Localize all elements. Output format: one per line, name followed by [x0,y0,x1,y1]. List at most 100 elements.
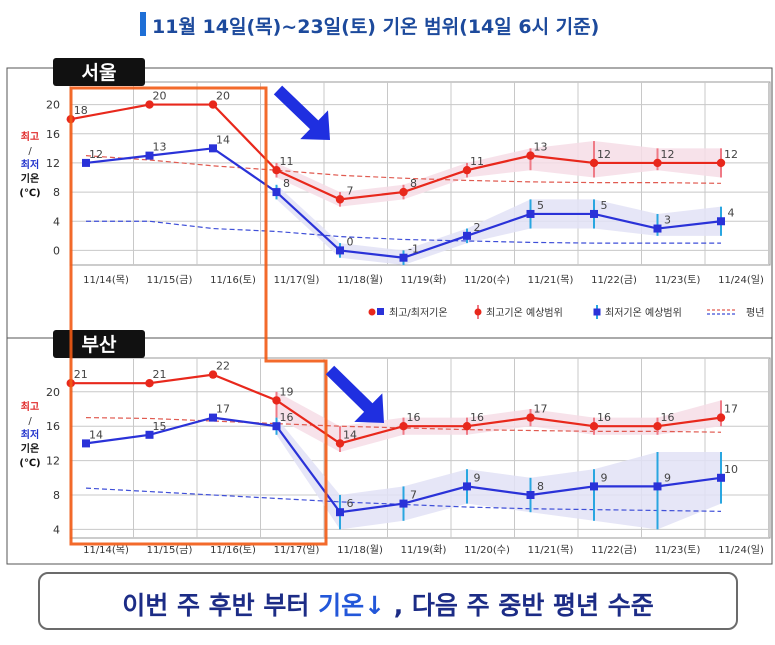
seoul-ytick-label: 4 [53,215,60,228]
busan-ylabel-slash: / [28,416,32,427]
seoul-high-point [145,100,154,109]
seoul-high-data-label: 7 [347,184,354,197]
busan-xtick-label: 11/24(일) [718,544,764,556]
highlight-outline [69,86,328,546]
seoul-xtick-label: 11/17(일) [274,274,320,286]
busan-low-point [272,422,281,431]
seoul-low-data-label: 12 [89,148,103,161]
busan-low-point [145,430,154,439]
seoul-high-data-label: 20 [216,90,230,103]
legend-low-square [377,308,384,315]
busan-xtick-label: 11/18(월) [337,544,383,556]
seoul-ylabel-word: 기온 [21,172,39,185]
caption-part1: 이번 주 후반 부터 [122,591,319,620]
seoul-ytick-label: 8 [53,186,60,199]
busan-low-point [463,482,471,491]
busan-high-point [145,379,154,388]
seoul-normal-low-line [86,220,721,244]
seoul-low-data-label: 3 [664,214,671,227]
busan-ytick-label: 12 [46,455,60,468]
seoul-high-data-label: 18 [74,104,88,117]
seoul-xtick-label: 11/19(화) [401,274,447,286]
seoul-city-badge [53,58,145,86]
busan-high-point [716,413,726,422]
seoul-low-data-label: 5 [537,199,544,212]
seoul-low-point [463,231,471,240]
caption-box: 이번 주 후반 부터 기온↓ , 다음 주 중반 평년 수준 [38,572,738,630]
seoul-xtick-label: 11/15(금) [147,274,193,286]
busan-panel-frame [6,337,773,565]
seoul-high-point [716,158,726,168]
busan-high-point [335,439,345,448]
seoul-ylabel-slash: / [28,146,32,157]
busan-xtick-label: 11/17(일) [274,544,320,556]
busan-high-point [208,370,218,379]
busan-high-data-label: 19 [280,385,294,398]
seoul-low-point [717,217,725,226]
busan-low-data-label: 15 [153,420,167,433]
busan-low-point [399,499,408,508]
busan-high-data-label: 16 [407,411,421,424]
seoul-xtick-label: 11/16(토) [210,275,256,286]
title-accent-bar [140,12,146,36]
busan-high-point [272,396,281,405]
seoul-high-data-label: 13 [534,141,548,154]
legend-highlow-label: 최고/최저기온 [389,307,448,319]
busan-xtick-label: 11/19(화) [401,544,447,556]
chart-title: 11월 14일(목)~23일(토) 기온 범위(14일 6시 기준) [152,16,600,38]
seoul-high-point [462,166,472,175]
busan-high-data-label: 21 [74,368,88,381]
seoul-low-data-label: 13 [153,141,167,154]
busan-xtick-label: 11/14(목) [83,544,129,556]
busan-low-point [590,482,598,491]
busan-low-data-label: 6 [347,497,354,510]
busan-high-data-label: 17 [724,403,738,416]
busan-high-data-label: 22 [216,360,230,373]
busan-low-data-label: 9 [601,471,608,484]
seoul-low-point [590,209,598,218]
busan-low-point [82,439,90,448]
caption-text: 이번 주 후반 부터 기온↓ , 다음 주 중반 평년 수준 [40,586,736,622]
busan-ylabel-word: 기온 [21,442,39,455]
busan-low-point [336,508,344,517]
busan-low-data-label: 8 [537,480,544,493]
seoul-low-data-label: 2 [474,221,481,234]
seoul-ylabel-low: 최저 [21,158,39,171]
caption-accent: 기온↓ [318,591,386,620]
seoul-high-data-label: 12 [661,148,675,161]
seoul-high-data-label: 12 [597,148,611,161]
seoul-low-data-label: 8 [283,177,290,190]
busan-xtick-label: 11/22(금) [591,544,637,556]
seoul-low-point [272,188,281,197]
legend-high-range-label-a: 최고기온 [486,307,523,319]
seoul-low-point [145,151,154,160]
busan-xtick-label: 11/21(목) [528,544,574,556]
seoul-low-point [399,253,408,262]
seoul-high-data-label: 20 [153,90,167,103]
seoul-xtick-label: 11/21(목) [528,274,574,286]
busan-ylabel-high: 최고 [21,400,39,413]
seoul-trend-arrow-icon [273,85,330,140]
busan-low-data-label: 17 [216,403,230,416]
seoul-high-range-band [276,141,721,207]
seoul-high-point [272,166,281,175]
busan-normal-low-line [85,487,722,512]
busan-trend-arrow-icon [325,365,384,423]
busan-low-data-label: 9 [664,471,671,484]
seoul-low-data-label: 5 [601,199,608,212]
busan-high-data-label: 14 [343,428,357,441]
seoul-low-point [653,224,662,233]
busan-low-data-label: 7 [410,489,417,502]
seoul-high-point [399,187,408,197]
seoul-high-point [335,195,345,204]
legend-high-range-label-b: 예상범위 [526,306,563,319]
busan-low-data-label: 16 [280,411,294,424]
busan-ytick-label: 20 [46,386,60,399]
busan-high-point [399,422,408,431]
busan-ylabel-unit: (℃) [19,458,40,469]
seoul-xtick-label: 11/14(목) [83,274,129,286]
busan-high-data-label: 16 [470,411,484,424]
title-bar: 11월 14일(목)~23일(토) 기온 범위(14일 6시 기준) [140,10,660,40]
legend-high-dot [368,308,376,316]
